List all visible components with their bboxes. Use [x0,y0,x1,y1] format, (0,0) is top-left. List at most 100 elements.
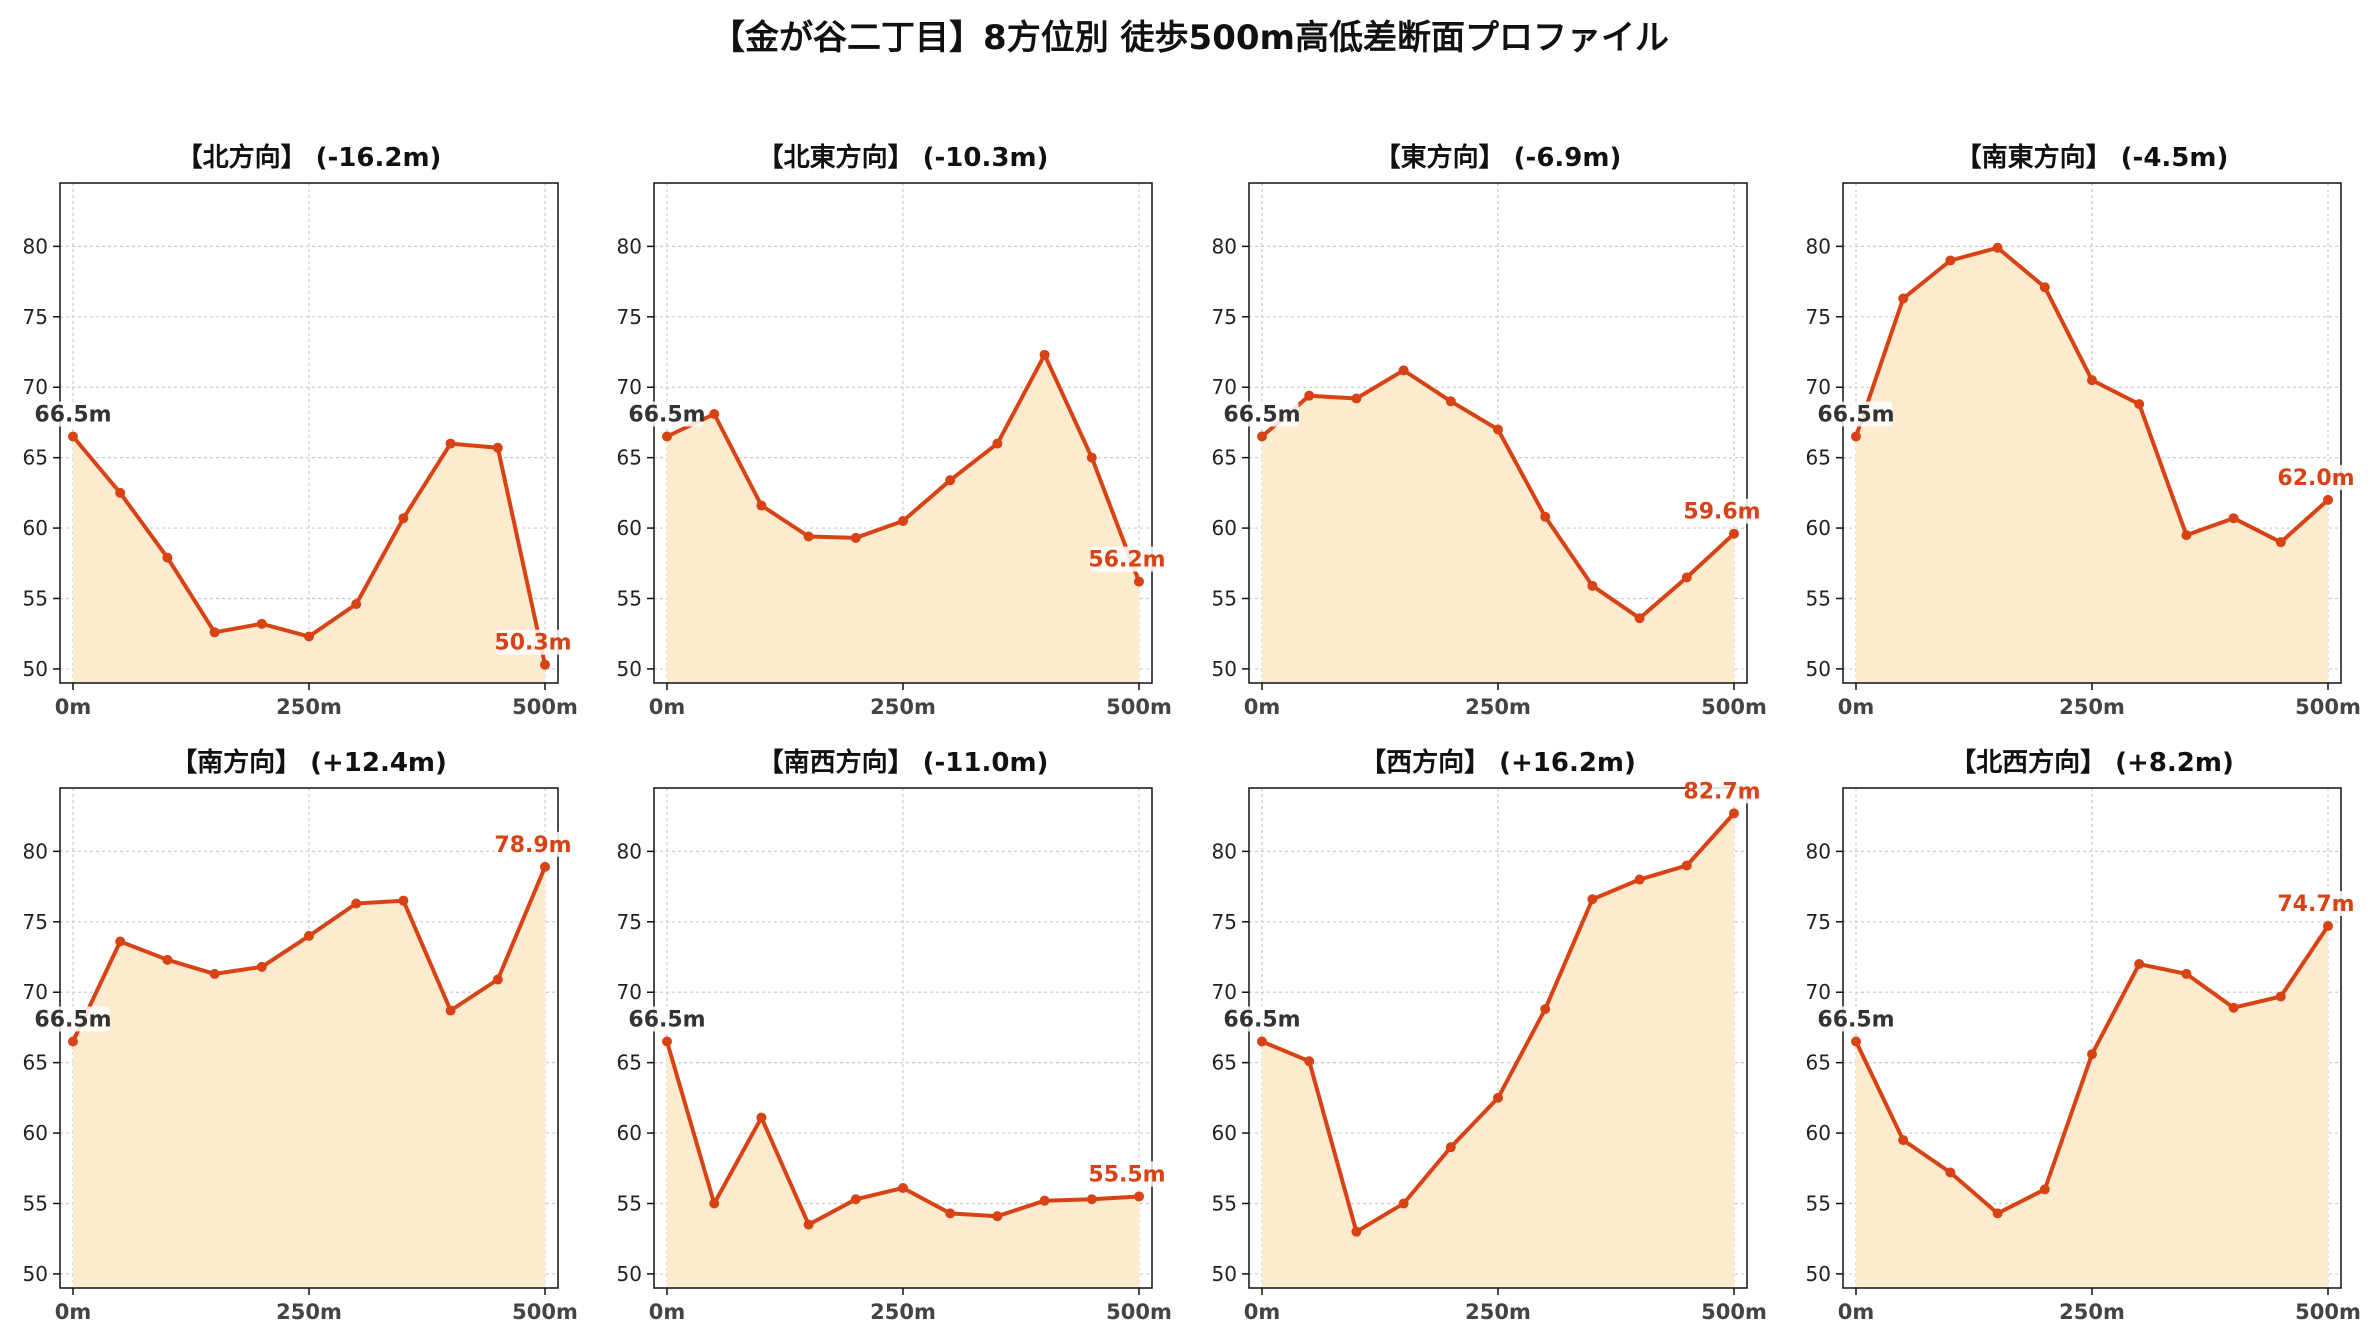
end-value-label: 62.0m [2277,466,2354,491]
data-point [492,442,503,453]
data-point [351,599,362,610]
end-value-label: 56.2m [1088,548,1165,573]
data-point [709,1198,720,1209]
y-tick-label: 80 [617,234,642,258]
y-tick-label: 55 [1212,1191,1237,1215]
end-value-label-bg [496,629,570,655]
x-tick-label: 0m [55,695,92,719]
x-tick-label: 250m [870,1300,936,1324]
chart-title: 【南方向】 (+12.4m) [171,747,447,778]
y-tick-label: 50 [1806,1262,1831,1286]
data-point [115,936,126,947]
y-tick-label: 60 [1212,1121,1237,1145]
y-tick-label: 60 [23,1121,48,1145]
y-tick-label: 80 [1806,839,1831,863]
x-tick-label: 500m [1106,1300,1172,1324]
y-tick-label: 50 [617,1262,642,1286]
y-tick-label: 80 [1212,839,1237,863]
data-point [1398,1198,1409,1209]
end-value-label: 59.6m [1683,500,1760,525]
data-point [2275,991,2286,1002]
end-value-label-bg [1685,778,1759,804]
data-point [1134,576,1144,587]
start-value-label: 66.5m [1817,403,1894,428]
chart-panel-7: 【北西方向】 (+8.2m) 50 55 60 65 70 75 80 0m 250m 500m 66… [1806,747,2361,1324]
data-point [1681,572,1692,583]
data-point [445,1005,456,1016]
start-value-label: 66.5m [1223,1008,1300,1033]
end-value-label-bg [496,831,570,857]
x-tick-label: 250m [1465,1300,1531,1324]
data-point [1086,1194,1097,1205]
data-point [1992,1208,2003,1219]
data-point [2087,1049,2097,1060]
x-tick-label: 250m [2059,695,2125,719]
y-tick-label: 70 [617,980,642,1004]
start-value-label-bg [630,1006,704,1032]
start-value-label-bg [36,401,110,427]
y-tick-label: 60 [617,516,642,540]
data-point [1304,390,1315,401]
y-tick-label: 50 [617,657,642,681]
data-point [756,500,767,511]
data-point [850,532,861,543]
data-point [398,895,409,906]
area-fill [667,1041,1139,1288]
y-tick-label: 50 [1212,1262,1237,1286]
y-tick-label: 75 [23,305,48,329]
y-tick-label: 50 [1806,657,1831,681]
y-tick-label: 65 [617,1051,642,1075]
data-point [2039,1184,2050,1195]
x-tick-label: 500m [2295,1300,2361,1324]
data-point [2181,968,2192,979]
data-point [351,898,362,909]
x-tick-label: 500m [512,1300,578,1324]
chart-panel-4: 【南方向】 (+12.4m) 50 55 60 65 70 75 80 0m 250m 500m 66… [23,747,578,1324]
y-tick-label: 75 [1212,910,1237,934]
x-tick-label: 250m [276,1300,342,1324]
data-point [1304,1056,1315,1067]
data-point [209,968,220,979]
data-point [256,961,267,972]
data-point [1086,452,1097,463]
x-tick-label: 500m [2295,695,2361,719]
area-fill [73,866,545,1288]
data-point [1851,1036,1861,1047]
y-tick-label: 80 [1212,234,1237,258]
y-tick-label: 55 [23,1191,48,1215]
chart-panel-6: 【西方向】 (+16.2m) 50 55 60 65 70 75 80 0m 250m 500m 66… [1212,747,1767,1324]
data-point [1445,1142,1456,1153]
data-point [803,531,814,542]
data-point [1134,1191,1144,1202]
data-point [945,475,956,486]
data-point [898,516,908,527]
y-tick-label: 65 [1212,446,1237,470]
area-fill [73,436,545,683]
page-title: 【金が谷二丁目】8方位別 徒歩500m高低差断面プロファイル [711,18,1669,58]
y-tick-label: 75 [1212,305,1237,329]
data-point [2275,537,2286,548]
y-tick-label: 55 [617,586,642,610]
y-tick-label: 70 [1806,980,1831,1004]
end-value-label: 55.5m [1088,1162,1165,1187]
data-point [1634,874,1645,885]
data-point [1587,580,1598,591]
x-tick-label: 250m [1465,695,1531,719]
x-tick-label: 250m [276,695,342,719]
start-value-label: 66.5m [628,403,705,428]
end-value-label-bg [1090,546,1164,572]
y-tick-label: 70 [1212,375,1237,399]
end-value-label: 50.3m [494,631,571,656]
y-tick-label: 80 [617,839,642,863]
y-tick-label: 65 [617,446,642,470]
y-tick-label: 55 [617,1191,642,1215]
data-point [115,487,126,498]
y-tick-label: 65 [1806,446,1831,470]
data-point [2087,375,2097,386]
y-tick-label: 70 [1806,375,1831,399]
chart-panel-2: 【東方向】 (-6.9m) 50 55 60 65 70 75 80 0m 250m 500m 66.… [1212,142,1767,719]
data-point [1587,894,1598,905]
y-tick-label: 70 [617,375,642,399]
x-tick-label: 250m [870,695,936,719]
